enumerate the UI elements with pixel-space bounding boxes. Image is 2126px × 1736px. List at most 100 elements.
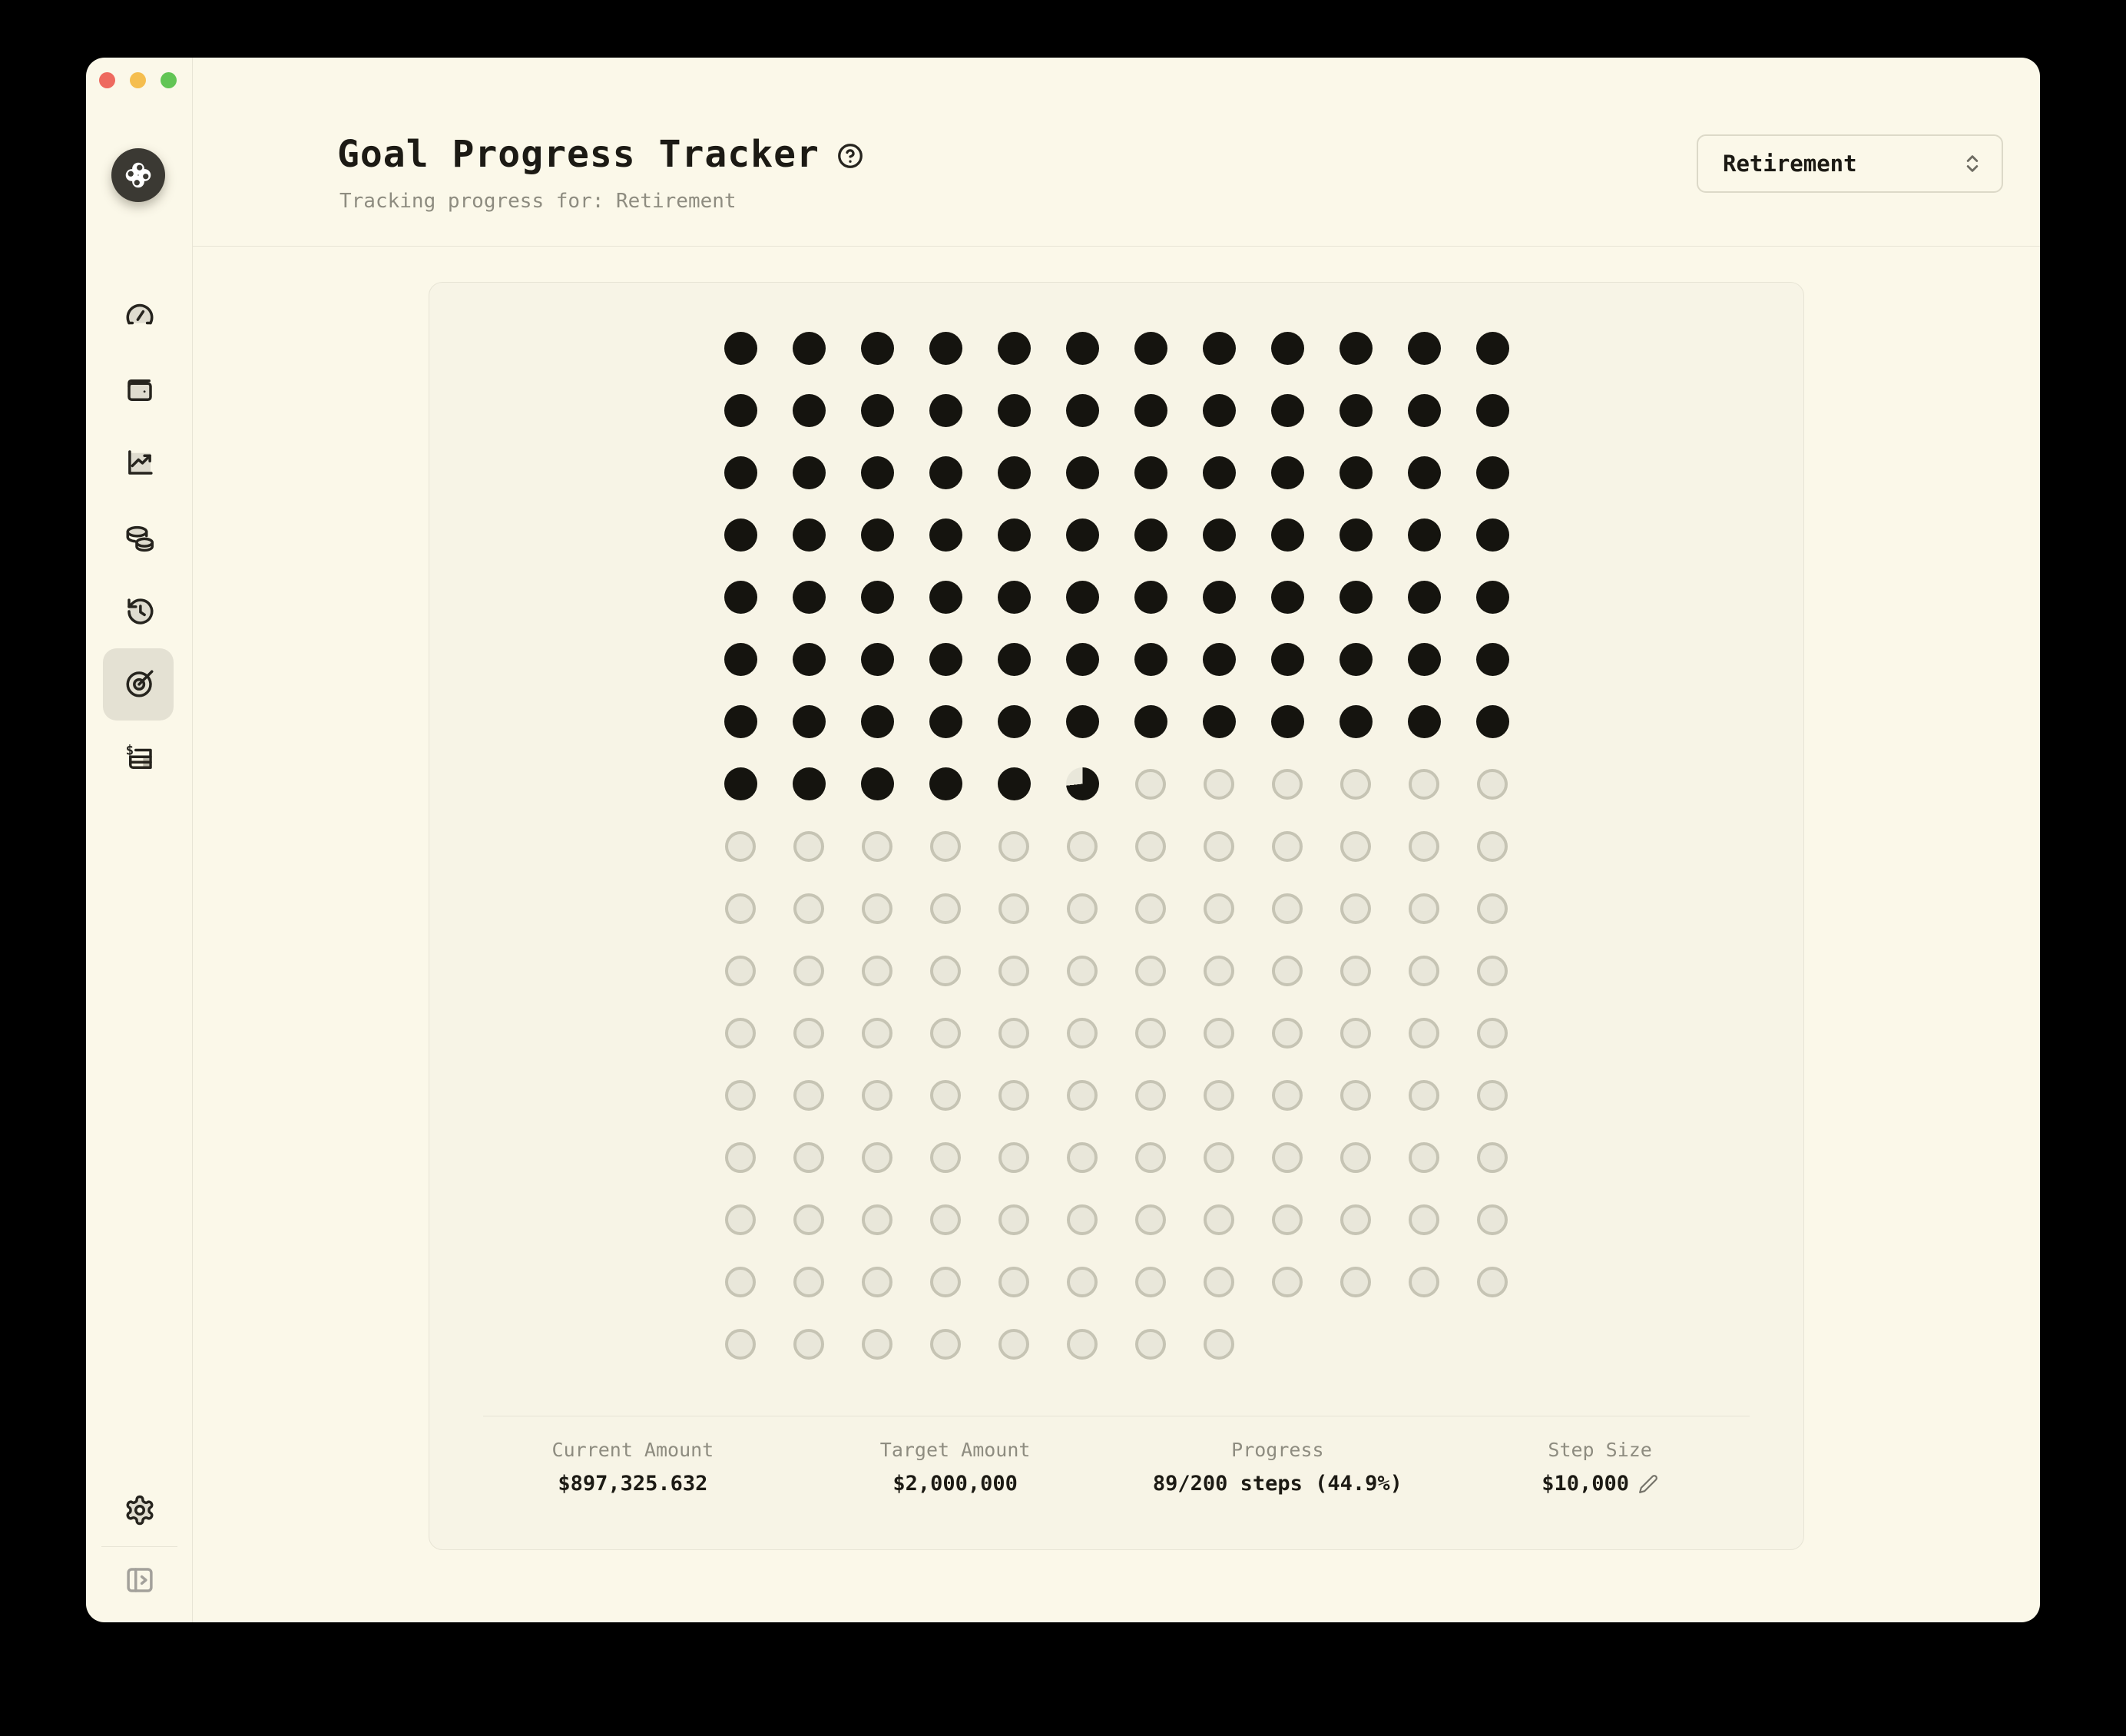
step-dot-empty [862, 830, 892, 862]
sidebar-item-budget[interactable]: $ [86, 721, 193, 795]
step-dot-filled [1339, 643, 1373, 676]
step-dot-filled [724, 332, 757, 365]
step-dot-empty [1477, 1204, 1508, 1235]
step-dot-filled [860, 332, 894, 365]
step-dot-empty [1272, 1266, 1303, 1297]
step-dot-empty [1477, 768, 1508, 800]
sidebar-item-dashboard[interactable] [86, 278, 193, 352]
step-dot-empty [1409, 1017, 1439, 1049]
step-dot-empty [1477, 1266, 1508, 1297]
step-dot-filled [929, 456, 962, 489]
step-dot-empty [998, 893, 1029, 924]
step-dot-empty [1067, 1079, 1098, 1111]
step-dot-filled [1134, 332, 1167, 365]
step-dot-filled [1270, 518, 1304, 552]
step-dot-empty [1409, 893, 1439, 924]
step-dot-empty [930, 1017, 961, 1049]
step-dot-filled [724, 581, 757, 614]
minimize-window-button[interactable] [130, 72, 146, 88]
step-dot-empty [1340, 1141, 1371, 1173]
step-dot-empty [725, 1017, 756, 1049]
step-dot-empty [1272, 768, 1303, 800]
step-dot-empty [793, 893, 824, 924]
step-dot-empty [793, 1079, 824, 1111]
page-header: Goal Progress Tracker [337, 133, 864, 176]
step-dot-empty [1135, 893, 1166, 924]
history-clock-icon [127, 598, 153, 624]
wallet-icon [127, 379, 152, 401]
step-dot-empty [1477, 955, 1508, 986]
close-window-button[interactable] [99, 72, 115, 88]
step-dot-empty [1272, 1017, 1303, 1049]
step-dot-empty [1067, 1266, 1098, 1297]
step-dot-filled [792, 456, 826, 489]
step-dot-filled [1065, 705, 1099, 738]
goal-selector-dropdown[interactable]: Retirement [1697, 134, 2003, 193]
step-dot-empty [1067, 830, 1098, 862]
step-dot-partial [1065, 767, 1099, 800]
step-dot-empty [725, 830, 756, 862]
step-dot-empty [1409, 1204, 1439, 1235]
step-dot-filled [1475, 581, 1509, 614]
step-dot-empty [1340, 1204, 1371, 1235]
step-dot-empty [862, 893, 892, 924]
stat-label: Step Size [1548, 1439, 1652, 1461]
step-dot-filled [1065, 518, 1099, 552]
step-dot-filled [1065, 456, 1099, 489]
step-dot-empty [725, 1204, 756, 1235]
help-circle-icon [837, 144, 863, 168]
step-dot-filled [1407, 456, 1441, 489]
step-dot-empty [1477, 893, 1508, 924]
step-dot-empty [998, 1079, 1029, 1111]
step-dot-empty [1135, 1328, 1166, 1360]
step-dot-filled [1134, 643, 1167, 676]
sidebar-item-coins[interactable] [86, 502, 193, 575]
step-dot-empty [1135, 955, 1166, 986]
stat-step-size: Step Size $10,000 [1439, 1439, 1761, 1496]
step-dot-filled [1270, 705, 1304, 738]
sidebar-item-wallet[interactable] [86, 353, 193, 427]
step-dot-filled [1065, 394, 1099, 427]
step-dot-empty [1204, 768, 1234, 800]
stat-label: Progress [1231, 1439, 1324, 1461]
step-dot-empty [1067, 1017, 1098, 1049]
step-dot-filled [929, 518, 962, 552]
sidebar-item-goals[interactable] [86, 647, 193, 721]
step-dot-empty [862, 1328, 892, 1360]
stat-label: Target Amount [879, 1439, 1031, 1461]
step-dot-empty [1204, 893, 1234, 924]
step-dot-filled [860, 581, 894, 614]
step-dot-filled [1407, 581, 1441, 614]
step-dot-empty [1067, 1204, 1098, 1235]
step-dot-empty [725, 1328, 756, 1360]
step-dot-filled [860, 705, 894, 738]
step-dot-filled [1065, 332, 1099, 365]
step-dot-filled [1339, 394, 1373, 427]
edit-step-size-button[interactable] [1638, 1474, 1658, 1494]
step-dot-empty [862, 1141, 892, 1173]
step-dot-empty [1204, 1141, 1234, 1173]
step-dot-empty [1272, 893, 1303, 924]
step-dot-empty [1477, 830, 1508, 862]
sidebar-item-history[interactable] [86, 575, 193, 648]
step-dot-filled [724, 705, 757, 738]
step-dot-filled [1134, 518, 1167, 552]
sidebar-item-settings[interactable] [86, 1473, 193, 1547]
step-dot-empty [930, 830, 961, 862]
sidebar-item-charts[interactable] [86, 426, 193, 499]
step-dot-filled [1202, 456, 1236, 489]
step-dot-filled [792, 643, 826, 676]
step-dot-empty [1477, 1079, 1508, 1111]
zoom-window-button[interactable] [161, 72, 177, 88]
stats-row: Current Amount $897,325.632 Target Amoun… [472, 1439, 1761, 1496]
step-dot-filled [997, 332, 1031, 365]
step-dot-empty [1067, 1328, 1098, 1360]
help-button[interactable] [836, 139, 864, 170]
stat-progress: Progress 89/200 steps (44.9%) [1117, 1439, 1439, 1496]
step-dot-filled [997, 767, 1031, 800]
step-dot-empty [1067, 1141, 1098, 1173]
sidebar-toggle-button[interactable] [86, 1543, 193, 1617]
step-dot-filled [860, 643, 894, 676]
step-dot-empty [1340, 893, 1371, 924]
step-dot-empty [725, 1079, 756, 1111]
